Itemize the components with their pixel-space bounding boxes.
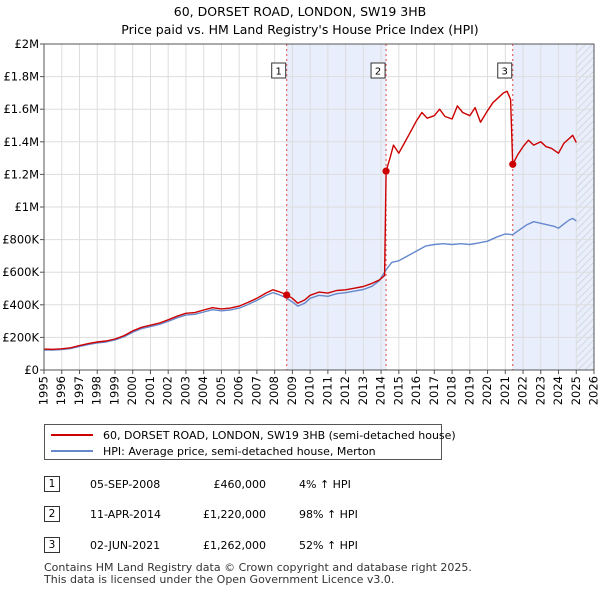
x-tick-label: 1996 xyxy=(54,376,68,405)
transaction-date: 02-JUN-2021 xyxy=(90,539,161,552)
x-tick-label: 2015 xyxy=(391,376,405,405)
transaction-date: 05-SEP-2008 xyxy=(90,478,161,491)
sale-label-number: 2 xyxy=(375,67,381,78)
x-tick-label: 2021 xyxy=(498,376,512,405)
transaction-hpi-change: 52% ↑ HPI xyxy=(299,539,358,552)
series-line-property xyxy=(43,90,577,350)
x-tick-label: 2020 xyxy=(480,376,494,405)
x-tick-label: 2006 xyxy=(232,376,246,405)
transaction-number-badge: 1 xyxy=(44,476,60,492)
y-tick-label: £2M xyxy=(14,37,39,51)
series-line-hpi xyxy=(43,217,577,351)
x-tick-label: 2022 xyxy=(516,376,530,405)
y-tick-label: £600K xyxy=(2,265,39,279)
legend-item-property: 60, DORSET ROAD, LONDON, SW19 3HB (semi-… xyxy=(51,427,456,443)
x-tick-label: 2002 xyxy=(161,376,175,405)
transaction-price: £1,220,000 xyxy=(203,508,266,521)
y-tick-label: £0 xyxy=(24,363,39,377)
y-tick-label: £1.8M xyxy=(3,70,39,84)
transaction-row: 1 05-SEP-2008 £460,000 4% ↑ HPI xyxy=(44,476,464,494)
legend-label-hpi: HPI: Average price, semi-detached house,… xyxy=(103,444,376,458)
chart-title: 60, DORSET ROAD, LONDON, SW19 3HB xyxy=(173,4,427,19)
y-tick-label: £800K xyxy=(2,233,39,247)
sale-label-number: 1 xyxy=(276,67,282,78)
transaction-row: 3 02-JUN-2021 £1,262,000 52% ↑ HPI xyxy=(44,537,464,555)
legend-swatch-property xyxy=(51,434,93,436)
y-tick-label: £1.4M xyxy=(3,135,39,149)
x-tick-label: 2025 xyxy=(569,376,583,405)
x-tick-label: 2010 xyxy=(303,376,317,405)
y-tick-label: £1.2M xyxy=(3,167,39,181)
x-tick-label: 1999 xyxy=(107,376,121,405)
x-tick-label: 2009 xyxy=(285,376,299,405)
footer-licence: This data is licensed under the Open Gov… xyxy=(44,573,395,586)
legend-item-hpi: HPI: Average price, semi-detached house,… xyxy=(51,443,376,459)
x-tick-label: 2013 xyxy=(356,376,370,405)
x-tick-label: 2008 xyxy=(267,376,281,405)
footer-copyright: Contains HM Land Registry data © Crown c… xyxy=(44,561,472,574)
x-tick-label: 2004 xyxy=(196,376,210,405)
y-tick-label: £400K xyxy=(2,298,39,312)
x-tick-label: 2005 xyxy=(214,376,228,405)
x-tick-label: 2019 xyxy=(462,376,476,405)
transaction-price: £1,262,000 xyxy=(203,539,266,552)
x-tick-label: 1995 xyxy=(37,376,51,405)
x-tick-label: 2024 xyxy=(551,376,565,405)
sale-label-number: 3 xyxy=(502,67,508,78)
x-tick-label: 1998 xyxy=(90,376,104,405)
y-tick-label: £200K xyxy=(2,330,39,344)
sale-point xyxy=(382,167,390,175)
x-tick-label: 2001 xyxy=(143,376,157,405)
x-tick-label: 2014 xyxy=(374,376,388,405)
x-tick-label: 2016 xyxy=(409,376,423,405)
sale-point xyxy=(283,291,291,299)
x-tick-label: 1997 xyxy=(72,376,86,405)
x-tick-label: 2026 xyxy=(587,376,600,405)
x-tick-label: 2017 xyxy=(427,376,441,405)
x-tick-label: 2000 xyxy=(125,376,139,405)
x-tick-label: 2007 xyxy=(249,376,263,405)
x-tick-label: 2018 xyxy=(445,376,459,405)
transaction-date: 11-APR-2014 xyxy=(90,508,162,521)
x-tick-label: 2023 xyxy=(533,376,547,405)
x-tick-label: 2012 xyxy=(338,376,352,405)
transaction-row: 2 11-APR-2014 £1,220,000 98% ↑ HPI xyxy=(44,506,464,524)
sale-label-box xyxy=(370,62,386,79)
x-tick-label: 2011 xyxy=(320,376,334,405)
chart-legend: 60, DORSET ROAD, LONDON, SW19 3HB (semi-… xyxy=(44,424,456,460)
transaction-hpi-change: 98% ↑ HPI xyxy=(299,508,358,521)
sale-label-box xyxy=(271,62,287,79)
sale-point xyxy=(509,160,517,168)
transaction-hpi-change: 4% ↑ HPI xyxy=(299,478,351,491)
price-chart: 1 2 3 £0 £200K £400K £600K £800K £1M £1.2M £1.4M £1… xyxy=(2,37,600,405)
chart-subtitle: Price paid vs. HM Land Registry's House … xyxy=(121,22,479,37)
y-tick-label: £1.6M xyxy=(3,102,39,116)
transaction-number-badge: 3 xyxy=(44,537,60,553)
x-tick-label: 2003 xyxy=(178,376,192,405)
sale-label-box xyxy=(497,62,513,79)
y-tick-label: £1M xyxy=(14,200,39,214)
legend-label-property: 60, DORSET ROAD, LONDON, SW19 3HB (semi-… xyxy=(103,428,456,442)
transaction-price: £460,000 xyxy=(213,478,267,491)
transaction-number-badge: 2 xyxy=(44,506,60,522)
legend-swatch-hpi xyxy=(51,450,93,452)
